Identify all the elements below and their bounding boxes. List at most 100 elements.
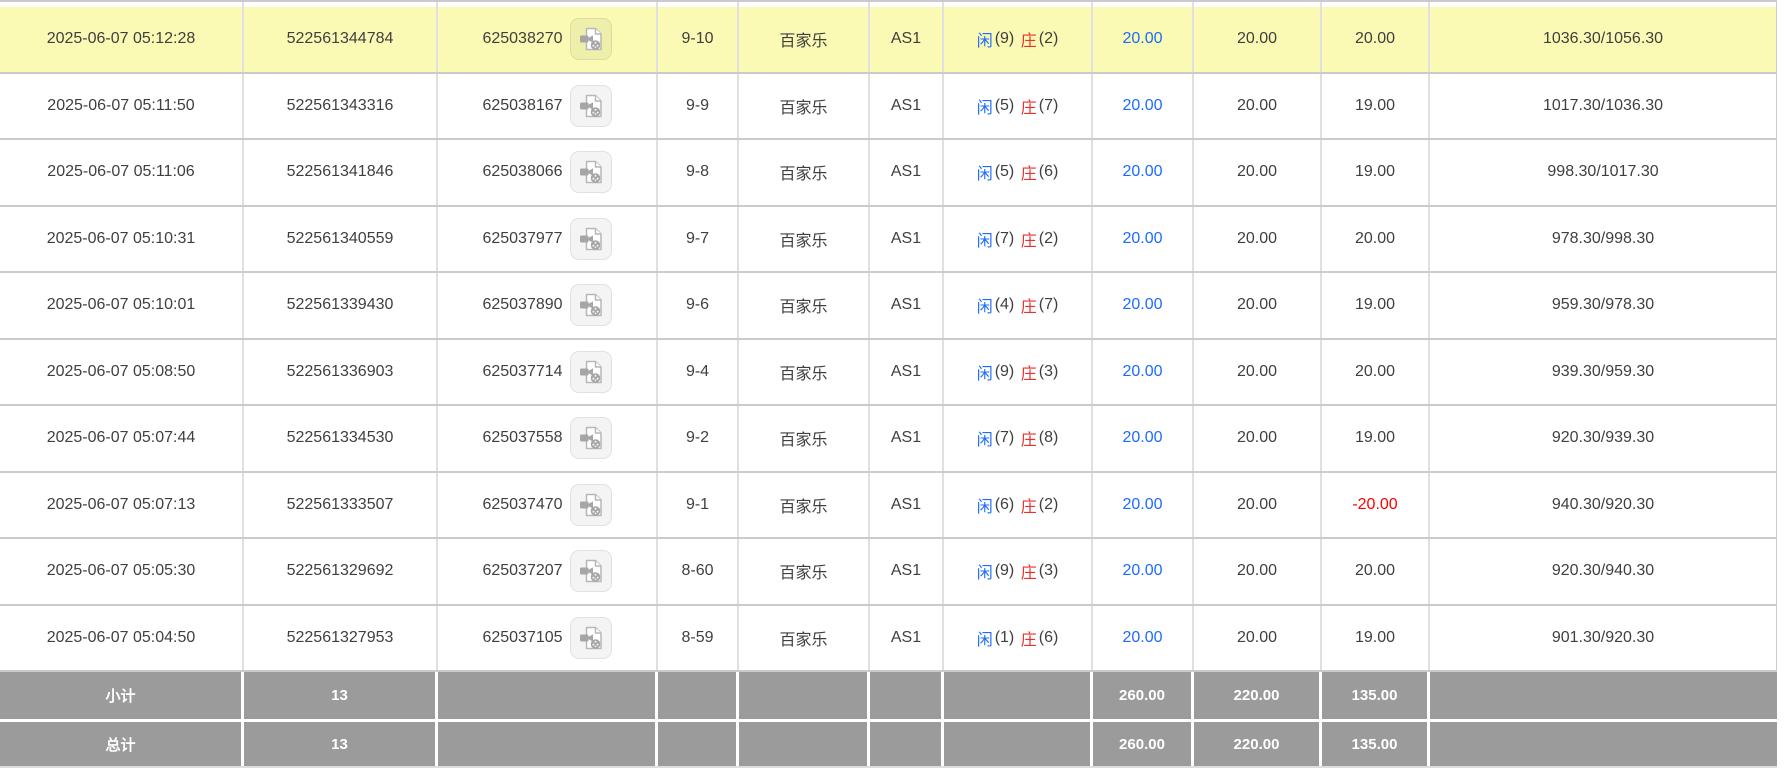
win-loss: 19.00 bbox=[1322, 73, 1430, 138]
video-replay-button[interactable] bbox=[569, 18, 612, 61]
bet-amount[interactable]: 20.00 bbox=[1093, 206, 1194, 271]
banker-score: (8) bbox=[1038, 429, 1059, 447]
win-loss: 20.00 bbox=[1322, 339, 1430, 404]
table-row[interactable]: 2025-06-07 05:07:13 522561333507 6250374… bbox=[0, 472, 1777, 539]
game-id: 625037207 bbox=[482, 562, 563, 580]
bet-amount[interactable]: 20.00 bbox=[1093, 140, 1194, 205]
video-replay-button[interactable] bbox=[569, 284, 612, 327]
game-type: 百家乐 bbox=[739, 472, 870, 537]
win-loss: 20.00 bbox=[1322, 539, 1430, 604]
balance: 998.30/1017.30 bbox=[1430, 140, 1777, 205]
table-row[interactable]: 2025-06-07 05:10:31 522561340559 6250379… bbox=[0, 206, 1777, 273]
bet-amount[interactable]: 20.00 bbox=[1093, 7, 1194, 72]
table-row[interactable]: 2025-06-07 05:10:01 522561339430 6250378… bbox=[0, 273, 1777, 340]
table-code: AS1 bbox=[870, 73, 944, 138]
banker-score: (7) bbox=[1038, 296, 1059, 314]
bet-time: 2025-06-07 05:12:28 bbox=[0, 7, 244, 72]
player-label: 闲 bbox=[976, 365, 993, 383]
video-replay-button[interactable] bbox=[569, 417, 612, 460]
win-loss: -20.00 bbox=[1322, 472, 1430, 537]
table-code: AS1 bbox=[870, 539, 944, 604]
table-row[interactable]: 2025-06-07 05:08:50 522561336903 6250377… bbox=[0, 339, 1777, 406]
balance: 959.30/978.30 bbox=[1430, 273, 1777, 338]
table-row[interactable]: 2025-06-07 05:12:28 522561344784 6250382… bbox=[0, 7, 1777, 74]
game-result: 闲 (1) 庄 (6) bbox=[944, 605, 1093, 670]
bet-time: 2025-06-07 05:11:06 bbox=[0, 140, 244, 205]
bet-time: 2025-06-07 05:10:31 bbox=[0, 206, 244, 271]
bet-amount[interactable]: 20.00 bbox=[1093, 273, 1194, 338]
table-row[interactable]: 2025-06-07 05:07:44 522561334530 6250375… bbox=[0, 406, 1777, 473]
table-row[interactable]: 2025-06-07 05:04:50 522561327953 6250371… bbox=[0, 605, 1777, 672]
video-replay-button[interactable] bbox=[569, 616, 612, 659]
bet-amount[interactable]: 20.00 bbox=[1093, 339, 1194, 404]
round-number: 8-60 bbox=[658, 539, 739, 604]
video-file-icon bbox=[579, 493, 602, 516]
game-id: 625037558 bbox=[482, 429, 563, 447]
subtotal-count: 13 bbox=[244, 672, 438, 719]
win-loss: 19.00 bbox=[1322, 273, 1430, 338]
video-replay-button[interactable] bbox=[569, 151, 612, 194]
grand-total-row: 总计 13 260.00 220.00 135.00 bbox=[0, 719, 1777, 766]
subtotal-win-loss: 135.00 bbox=[1322, 672, 1430, 719]
game-id: 625038167 bbox=[482, 96, 563, 114]
video-replay-button[interactable] bbox=[569, 483, 612, 526]
player-label: 闲 bbox=[976, 33, 993, 51]
game-result: 闲 (4) 庄 (7) bbox=[944, 273, 1093, 338]
bet-id: 522561336903 bbox=[244, 339, 438, 404]
video-replay-button[interactable] bbox=[569, 217, 612, 260]
banker-score: (6) bbox=[1038, 163, 1059, 181]
banker-score: (2) bbox=[1038, 30, 1059, 48]
player-score: (7) bbox=[994, 229, 1015, 247]
win-loss: 19.00 bbox=[1322, 605, 1430, 670]
round-number: 9-6 bbox=[658, 273, 739, 338]
bet-amount[interactable]: 20.00 bbox=[1093, 406, 1194, 471]
game-result: 闲 (7) 庄 (8) bbox=[944, 406, 1093, 471]
table-code: AS1 bbox=[870, 472, 944, 537]
banker-score: (2) bbox=[1038, 495, 1059, 513]
table-row[interactable]: 2025-06-07 05:11:50 522561343316 6250381… bbox=[0, 73, 1777, 140]
table-code: AS1 bbox=[870, 605, 944, 670]
video-file-icon bbox=[579, 294, 602, 317]
valid-amount: 20.00 bbox=[1194, 140, 1322, 205]
game-round-cell: 625037558 bbox=[438, 406, 658, 471]
table-row[interactable]: 2025-06-07 05:05:30 522561329692 6250372… bbox=[0, 539, 1777, 606]
video-file-icon bbox=[579, 161, 602, 184]
bet-time: 2025-06-07 05:08:50 bbox=[0, 339, 244, 404]
balance: 978.30/998.30 bbox=[1430, 206, 1777, 271]
table-code: AS1 bbox=[870, 7, 944, 72]
bet-time: 2025-06-07 05:10:01 bbox=[0, 273, 244, 338]
table-code: AS1 bbox=[870, 406, 944, 471]
banker-score: (3) bbox=[1038, 562, 1059, 580]
round-number: 9-10 bbox=[658, 7, 739, 72]
bet-id: 522561327953 bbox=[244, 605, 438, 670]
bet-amount[interactable]: 20.00 bbox=[1093, 472, 1194, 537]
bet-amount[interactable]: 20.00 bbox=[1093, 605, 1194, 670]
subtotal-label: 小计 bbox=[0, 672, 244, 719]
round-number: 9-4 bbox=[658, 339, 739, 404]
banker-label: 庄 bbox=[1020, 299, 1037, 317]
banker-label: 庄 bbox=[1020, 166, 1037, 184]
bet-amount[interactable]: 20.00 bbox=[1093, 539, 1194, 604]
table-row[interactable]: 2025-06-07 05:11:06 522561341846 6250380… bbox=[0, 140, 1777, 207]
banker-label: 庄 bbox=[1020, 631, 1037, 649]
table-code: AS1 bbox=[870, 140, 944, 205]
player-score: (7) bbox=[994, 429, 1015, 447]
player-score: (9) bbox=[994, 362, 1015, 380]
bet-amount[interactable]: 20.00 bbox=[1093, 73, 1194, 138]
game-round-cell: 625037977 bbox=[438, 206, 658, 271]
table-code: AS1 bbox=[870, 206, 944, 271]
game-round-cell: 625037890 bbox=[438, 273, 658, 338]
player-score: (9) bbox=[994, 562, 1015, 580]
total-win-loss: 135.00 bbox=[1322, 719, 1430, 766]
video-replay-button[interactable] bbox=[569, 350, 612, 393]
video-replay-button[interactable] bbox=[569, 550, 612, 593]
game-type: 百家乐 bbox=[739, 206, 870, 271]
round-number: 9-9 bbox=[658, 73, 739, 138]
table-code: AS1 bbox=[870, 339, 944, 404]
game-result: 闲 (6) 庄 (2) bbox=[944, 472, 1093, 537]
balance: 920.30/939.30 bbox=[1430, 406, 1777, 471]
banker-label: 庄 bbox=[1020, 99, 1037, 117]
video-replay-button[interactable] bbox=[569, 84, 612, 127]
win-loss: 19.00 bbox=[1322, 406, 1430, 471]
